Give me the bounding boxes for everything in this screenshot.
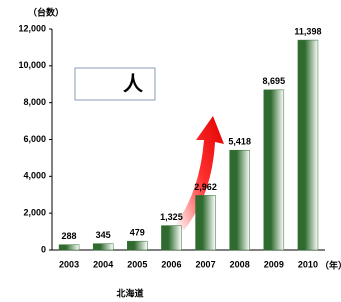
y-unit-label: （台数） (28, 6, 64, 17)
bar (298, 40, 318, 250)
bar (93, 244, 113, 250)
bar (59, 245, 79, 250)
bar (230, 150, 250, 250)
bar (264, 90, 284, 250)
value-label: 288 (62, 231, 77, 241)
value-label: 1,325 (160, 212, 183, 222)
box-text: 人 (123, 72, 144, 95)
bar (196, 195, 216, 250)
chart: （台数） （年） 北海道 人 0 2,000 4,000 6,000 8,000 10,0… (0, 0, 341, 302)
value-label: 479 (130, 228, 145, 238)
y-tick-label: 6,000 (23, 134, 46, 144)
x-tick-label: 2008 (230, 259, 250, 269)
x-tick-label: 2005 (127, 259, 147, 269)
y-tick-label: 4,000 (23, 171, 46, 181)
x-tick-label: 2003 (59, 259, 79, 269)
caption: 北海道 (116, 287, 143, 298)
y-tick-label: 12,000 (18, 23, 46, 33)
y-tick-label: 0 (41, 244, 46, 254)
bar (127, 241, 147, 250)
value-label: 8,695 (263, 76, 286, 86)
y-tick-label: 10,000 (18, 60, 46, 70)
x-tick-label: 2006 (161, 259, 181, 269)
x-unit-label: （年） (320, 259, 341, 270)
x-tick-label: 2007 (196, 259, 216, 269)
x-tick-label: 2010 (298, 259, 318, 269)
x-tick-label: 2004 (93, 259, 113, 269)
value-label: 345 (96, 230, 111, 240)
value-label: 2,962 (194, 182, 217, 192)
y-tick-label: 2,000 (23, 208, 46, 218)
value-label: 5,418 (228, 137, 251, 147)
value-label: 11,398 (294, 26, 321, 36)
text-box (75, 68, 155, 100)
x-tick-label: 2009 (264, 259, 284, 269)
bar (161, 226, 181, 250)
y-tick-label: 8,000 (23, 97, 46, 107)
